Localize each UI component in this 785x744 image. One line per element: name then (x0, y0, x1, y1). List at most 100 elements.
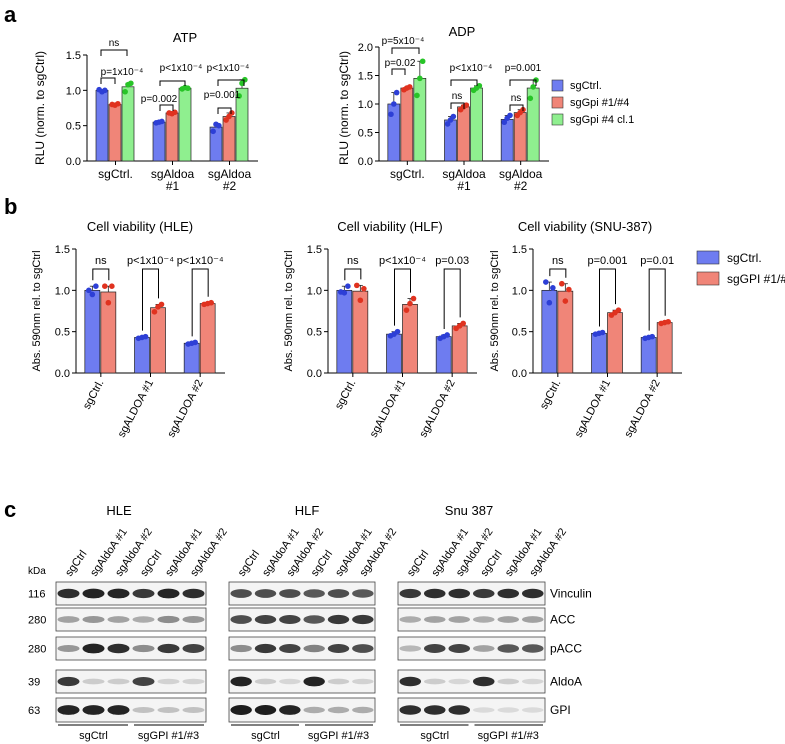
adp-y-tick-label: 0.5 (358, 128, 373, 140)
blot-band (472, 588, 495, 599)
adp-data-point (444, 121, 451, 127)
blot-lane-label: sgCtrl (236, 548, 262, 578)
blot-band (230, 676, 252, 687)
via-snu387-y-tick-label: 1.0 (512, 285, 527, 297)
adp-data-point (393, 89, 400, 96)
blot-title-hlf: HLF (295, 503, 320, 518)
blot-band (497, 644, 520, 653)
atp-category-label: sgCtrl. (98, 167, 133, 181)
via-snu387-y-tick-label: 1.5 (512, 244, 527, 256)
blot-band (497, 588, 520, 599)
legend-swatch-sggpi14 (551, 96, 564, 109)
via-snu387-bar (607, 312, 623, 374)
via-hlf-category-label: sgALDOA #1 (368, 378, 408, 440)
blot-strip (397, 669, 546, 694)
legend-label-sggpi4cl1: sgGpi #4 cl.1 (570, 114, 634, 126)
blot-band (423, 705, 446, 715)
adp-data-point (507, 112, 513, 119)
via-snu387-data-point (559, 280, 565, 287)
blot-strip (55, 607, 207, 632)
via-snu387-sig-bracket (549, 268, 567, 278)
adp-bracket-4 (450, 102, 465, 109)
blot-band (521, 707, 544, 713)
adp-data-point (388, 111, 394, 118)
via-snu387-sig-bracket (648, 268, 666, 331)
via-hle-data-point (208, 299, 214, 306)
via-snu387-category-label: sgALDOA #2 (622, 378, 662, 440)
adp-bar (413, 77, 427, 162)
via-snu387-category-label: sgCtrl. (538, 378, 564, 412)
via-snu387-sig-label: p=0.01 (640, 255, 674, 267)
atp-bracket-4 (159, 104, 174, 111)
blot-kda-marker: 280 (28, 644, 46, 656)
via-hle-y-tick-label: 1.0 (55, 285, 70, 297)
via-hlf-sig-bracket (443, 268, 461, 329)
blot-band (82, 616, 105, 623)
via-hlf-data-point (357, 297, 364, 304)
via-hle-data-point (105, 299, 112, 306)
via-hlf-category-label: sgALDOA #2 (417, 378, 457, 440)
atp-y-tick-label: 0.0 (66, 156, 81, 168)
blot-band (254, 589, 277, 598)
blot-band (303, 706, 325, 714)
blot-band (107, 643, 130, 654)
via-snu387-bar (656, 322, 673, 374)
blot-band (352, 614, 374, 625)
atp-bracket-2 (100, 77, 116, 84)
blot-lane-label: sgCtrl (405, 548, 431, 578)
atp-data-point (216, 122, 222, 129)
blot-strip (397, 581, 546, 606)
via-hle-sig-bracket (92, 268, 110, 281)
atp-sig-6: p=0.001 (204, 90, 241, 101)
atp-data-point (122, 88, 128, 95)
atp-chart: ATP RLU (norm. to sgCtrl) 0.0 0.5 1.0 1.5 sg… (33, 30, 258, 193)
atp-sig-4: p=0.002 (141, 94, 178, 105)
blot-band (182, 588, 205, 599)
atp-y-tick-label: 1.0 (66, 85, 81, 97)
via-hlf-sig-bracket (394, 268, 411, 326)
atp-sig-1: ns (109, 38, 120, 49)
legend-label-sgctrl: sgCtrl. (570, 80, 602, 92)
via-hlf-bar (386, 333, 402, 374)
blot-band (182, 644, 205, 653)
via-hlf-bar (451, 325, 468, 374)
blot-band (497, 678, 520, 685)
blot-strip (228, 697, 376, 723)
viability-hlf-title: Cell viability (HLF) (337, 219, 442, 234)
adp-sig-4: ns (452, 91, 463, 102)
adp-data-point (530, 84, 536, 90)
viability-hlf-plot: 0.0 0.5 1.0 1.5 sgCtrl. sgALDOA #1 sgALDOA #2 n… (307, 244, 477, 440)
via-snu387-category-label: sgALDOA #1 (573, 378, 613, 440)
via-hlf-data-point (403, 307, 410, 313)
via-hle-y-tick-label: 1.5 (55, 244, 70, 256)
adp-y-tick-label: 1.5 (358, 71, 373, 83)
blot-band (423, 678, 446, 685)
adp-bracket-6 (509, 104, 524, 111)
blot-protein-label: Vinculin (550, 587, 592, 601)
blot-band (521, 588, 544, 599)
via-hle-data-point (142, 333, 149, 340)
blot-band (448, 678, 471, 685)
viability-chart-hlf: Cell viability (HLF) Abs. 590nm rel. to … (283, 219, 477, 440)
legend-swatch-sggpi4cl1 (551, 113, 564, 126)
via-hle-sig-label: p<1x10⁻⁴ (127, 255, 174, 267)
adp-bar (500, 119, 514, 162)
legend-swatch-sgctrl (551, 79, 564, 92)
adp-category-label: sgCtrl. (390, 167, 425, 181)
adp-bar (457, 106, 470, 162)
atp-bar (152, 121, 166, 162)
adp-data-point (417, 75, 423, 82)
atp-data-point (159, 118, 165, 125)
via-hle-bar (134, 337, 150, 374)
blot-band (521, 644, 544, 653)
via-hlf-sig-label: p<1x10⁻⁴ (379, 255, 426, 267)
blot-kda-marker: 280 (28, 615, 46, 627)
adp-bar (470, 87, 483, 162)
blot-band (82, 678, 105, 685)
viability-snu387-ylabel: Abs. 590nm rel. to sgCtrl (489, 250, 501, 371)
blot-band (230, 589, 252, 598)
blot-band (132, 616, 155, 623)
viability-hle-ylabel: Abs. 590nm rel. to sgCtrl (31, 250, 43, 371)
blot-protein-label: pACC (550, 642, 582, 656)
